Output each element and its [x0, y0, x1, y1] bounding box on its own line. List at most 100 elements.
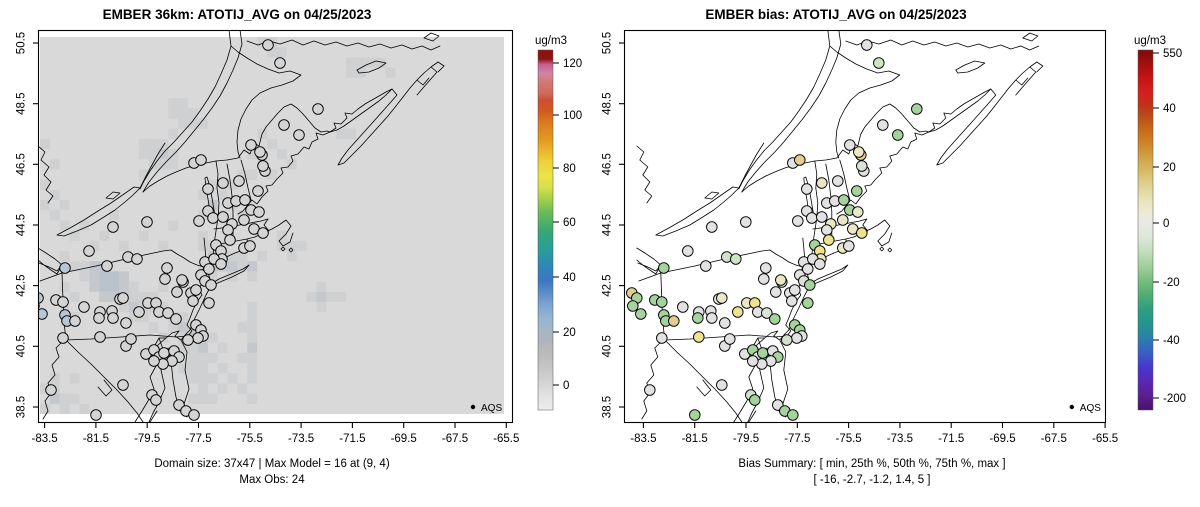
station-point	[635, 308, 647, 320]
raster-cell	[89, 240, 100, 251]
station-point	[187, 295, 199, 307]
raster-cell	[49, 159, 60, 170]
x-axis-tick-label: -81.5	[83, 433, 109, 445]
station-point	[787, 409, 799, 421]
station-point	[873, 57, 885, 69]
colorbar-tick-label: 100	[563, 110, 582, 122]
station-point	[757, 347, 769, 359]
map-outline	[928, 88, 992, 133]
raster-cell	[79, 261, 90, 272]
raster-cell	[326, 291, 337, 302]
colorbar-tick-label: -200	[1163, 393, 1186, 405]
raster-cell	[49, 189, 60, 200]
map-outline	[741, 30, 842, 193]
right-aqs-legend-label: AQS	[1080, 403, 1101, 414]
map-outline	[254, 218, 294, 253]
station-point	[814, 258, 826, 270]
station-point	[693, 331, 705, 343]
raster-cell	[49, 210, 60, 221]
station-point	[125, 333, 137, 345]
raster-cell	[346, 67, 356, 78]
station-point	[747, 355, 759, 367]
colorbar-tick-label: -40	[1163, 335, 1180, 347]
raster-cell	[138, 169, 149, 180]
station-point	[791, 332, 803, 344]
raster-cell	[148, 149, 159, 160]
raster-cell	[286, 159, 297, 170]
station-point	[69, 315, 81, 327]
x-axis-tick-label: -83.5	[31, 433, 57, 445]
station-point	[203, 263, 215, 275]
raster-cell	[59, 403, 70, 414]
panel-plot-area	[626, 30, 1044, 423]
raster-cell	[237, 261, 248, 272]
station-point	[195, 154, 207, 166]
station-point	[792, 215, 804, 227]
station-point	[257, 160, 269, 172]
raster-cell	[276, 149, 287, 160]
raster-cell	[188, 342, 198, 353]
station-point	[806, 212, 818, 224]
station-point	[190, 284, 202, 296]
raster-cell	[158, 138, 169, 150]
x-axis-tick-label: -65.5	[493, 433, 519, 445]
raster-cell	[79, 271, 90, 282]
station-point	[758, 273, 770, 285]
station-point	[202, 183, 214, 195]
station-point	[45, 384, 57, 396]
raster-cell	[267, 47, 277, 58]
raster-cell	[128, 312, 139, 323]
station-point	[716, 379, 728, 391]
map-outline	[738, 142, 765, 189]
station-point	[801, 183, 813, 195]
x-axis-tick-label: -65.5	[1092, 433, 1118, 445]
station-point	[83, 245, 95, 257]
colorbar-tick-label: 40	[563, 272, 576, 284]
raster-cell	[198, 352, 208, 364]
raster-cell	[138, 149, 149, 160]
station-point	[244, 240, 256, 252]
x-axis-tick-label: -67.5	[1041, 433, 1067, 445]
raster-cell	[40, 383, 50, 394]
raster-cell	[138, 138, 149, 150]
raster-cell	[79, 403, 90, 414]
station-point	[117, 379, 129, 391]
raster-cell	[69, 230, 80, 241]
y-axis-tick-label: 44.5	[602, 214, 614, 236]
map-outline	[738, 30, 901, 190]
raster-cell	[109, 291, 119, 302]
raster-cell	[198, 342, 208, 353]
y-axis-tick-label: 40.5	[16, 335, 28, 357]
station-point	[781, 334, 793, 346]
x-axis-tick-label: -79.5	[733, 433, 759, 445]
raster-cell	[40, 200, 50, 211]
station-point	[245, 139, 257, 151]
map-outline	[38, 145, 54, 204]
station-point	[192, 332, 204, 344]
raster-cell	[49, 393, 60, 404]
station-point	[182, 334, 194, 346]
map-outline	[641, 339, 664, 420]
raster-cell	[148, 138, 159, 150]
raster-cell	[198, 373, 208, 384]
raster-cell	[69, 373, 80, 384]
colorbar-tick-label: 60	[563, 217, 576, 229]
raster-cell	[99, 281, 110, 292]
x-axis-tick-label: -79.5	[134, 433, 160, 445]
station-point	[851, 185, 863, 197]
raster-cell	[247, 373, 258, 384]
station-point	[843, 240, 855, 252]
station-point	[706, 221, 718, 233]
station-point	[239, 194, 251, 206]
raster-cell	[237, 251, 248, 262]
raster-cell	[257, 37, 268, 48]
station-point	[692, 312, 704, 324]
station-point	[627, 300, 639, 312]
station-point	[732, 306, 744, 318]
station-point	[150, 394, 162, 406]
station-point	[162, 307, 174, 319]
station-point	[682, 245, 694, 257]
map-outline	[664, 339, 757, 423]
raster-cell	[158, 332, 169, 343]
